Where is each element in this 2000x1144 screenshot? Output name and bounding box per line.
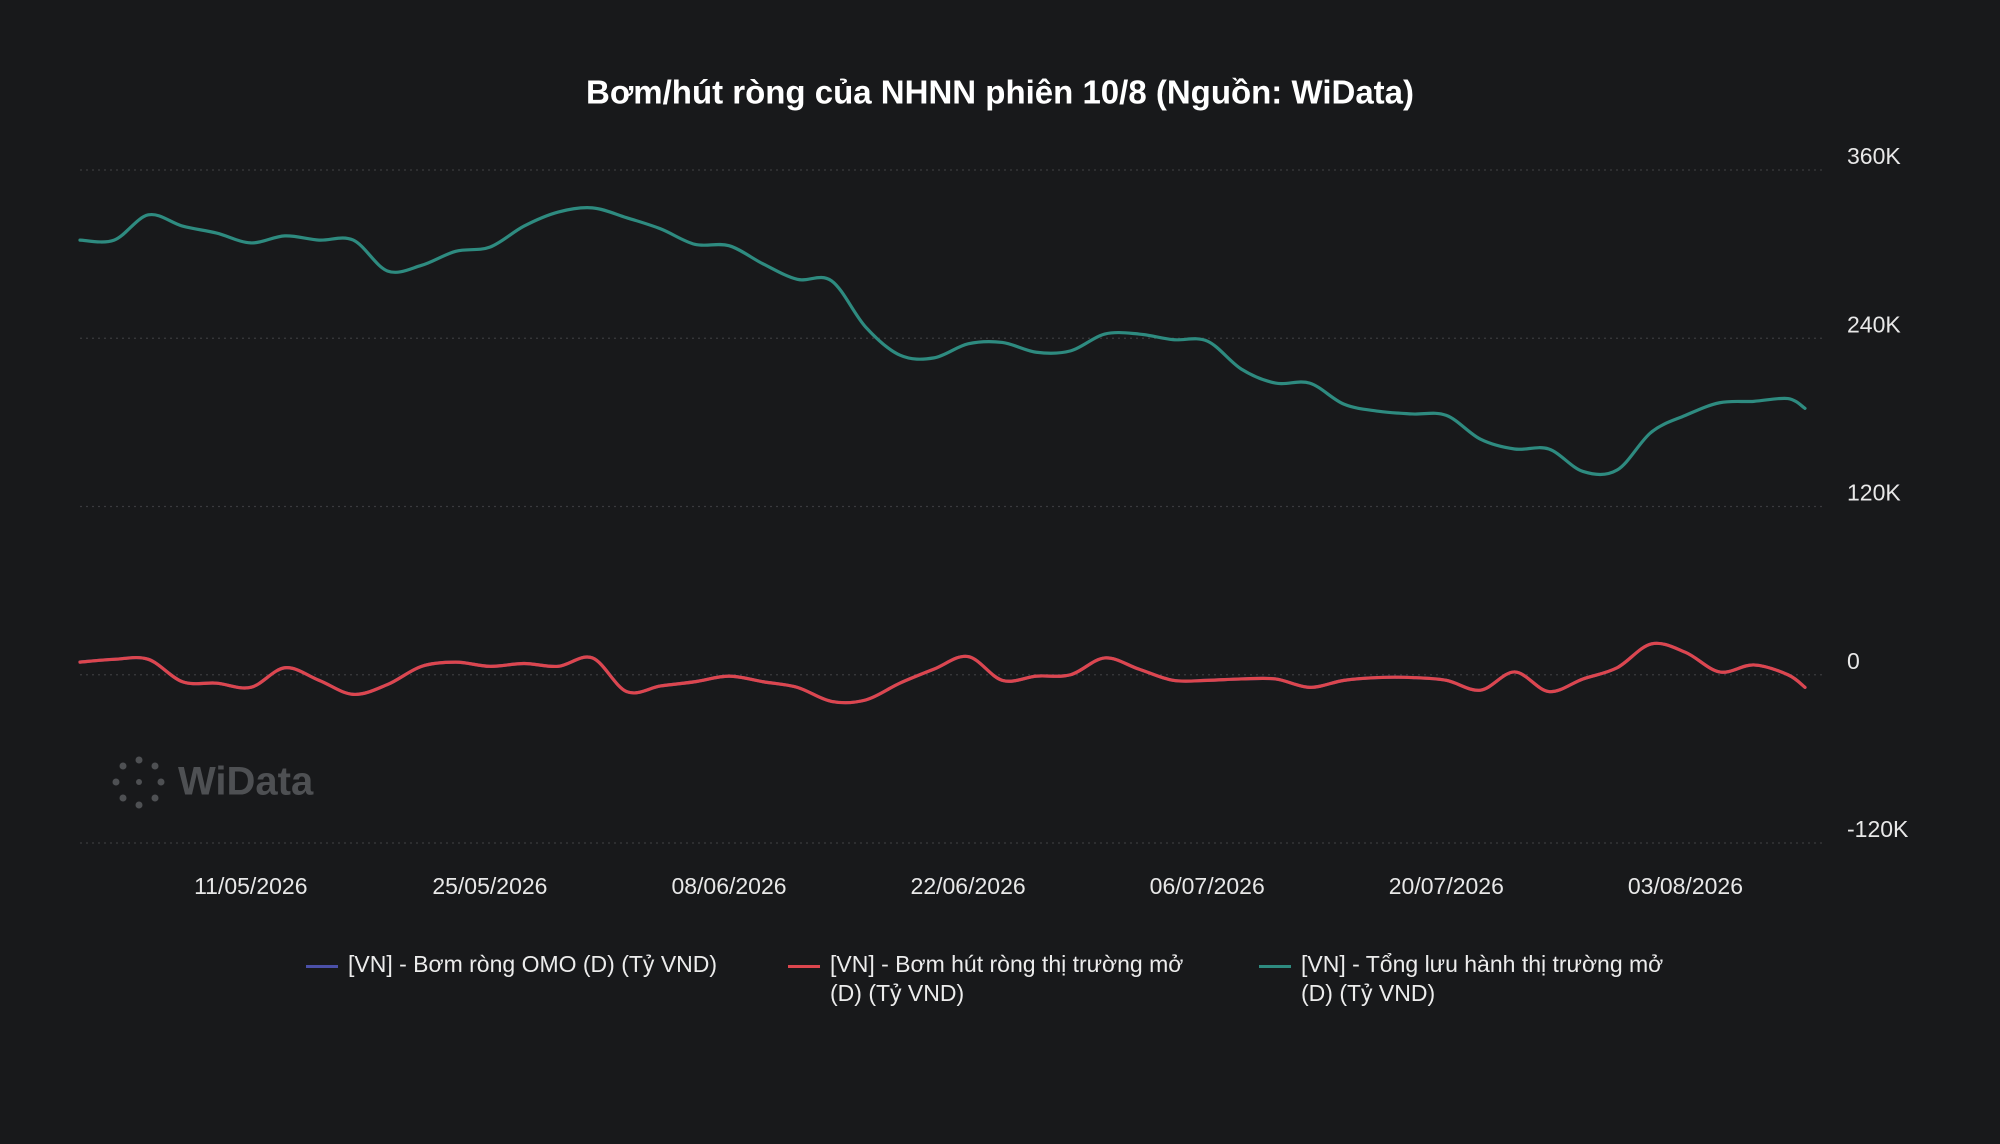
chart-title: Bơm/hút ròng của NHNN phiên 10/8 (Nguồn:… — [586, 74, 1414, 111]
legend-swatch — [306, 965, 338, 968]
watermark-dot — [119, 762, 127, 770]
y-tick-label: 0 — [1847, 648, 1860, 674]
legend-label: [VN] - Bơm ròng OMO (D) (Tỷ VND) — [348, 951, 718, 977]
x-tick-label: 20/07/2026 — [1389, 873, 1504, 899]
series-line — [78, 206, 1807, 477]
x-tick-label: 08/06/2026 — [671, 873, 786, 899]
watermark-dot — [136, 779, 142, 785]
y-tick-label: 360K — [1847, 143, 1901, 169]
legend-label: [VN] - Tổng lưu hành thị trường mở (D) (… — [1301, 951, 1664, 1006]
legend-swatch — [1259, 965, 1291, 968]
y-tick-label: 120K — [1847, 480, 1901, 506]
x-tick-label: 06/07/2026 — [1150, 873, 1265, 899]
x-tick-label: 22/06/2026 — [911, 873, 1026, 899]
x-tick-label: 03/08/2026 — [1628, 873, 1743, 899]
x-tick-label: 25/05/2026 — [432, 873, 547, 899]
watermark-text: WiData — [178, 760, 314, 804]
y-tick-label: -120K — [1847, 816, 1909, 842]
y-tick-label: 240K — [1847, 311, 1901, 337]
legend-item[interactable]: [VN] - Tổng lưu hành thị trường mở (D) (… — [1259, 950, 1696, 1008]
watermark-dot — [119, 794, 127, 802]
legend: [VN] - Bơm ròng OMO (D) (Tỷ VND) [VN] - B… — [0, 950, 2000, 1030]
series-line — [78, 641, 1807, 705]
watermark-dot — [135, 756, 143, 764]
watermark-dot — [151, 794, 159, 802]
watermark — [112, 756, 165, 809]
legend-item[interactable]: [VN] - Bơm ròng OMO (D) (Tỷ VND) — [306, 950, 768, 979]
legend-item[interactable]: [VN] - Bơm hút ròng thị trường mở (D) (T… — [788, 950, 1220, 1008]
series-line — [78, 641, 1807, 705]
watermark-dot — [157, 778, 165, 786]
watermark-dot — [135, 801, 143, 809]
watermark-dot — [151, 762, 159, 770]
legend-label: [VN] - Bơm hút ròng thị trường mở (D) (T… — [830, 951, 1184, 1006]
watermark-dot — [112, 778, 120, 786]
x-tick-label: 11/05/2026 — [194, 873, 307, 899]
legend-swatch — [788, 965, 820, 968]
